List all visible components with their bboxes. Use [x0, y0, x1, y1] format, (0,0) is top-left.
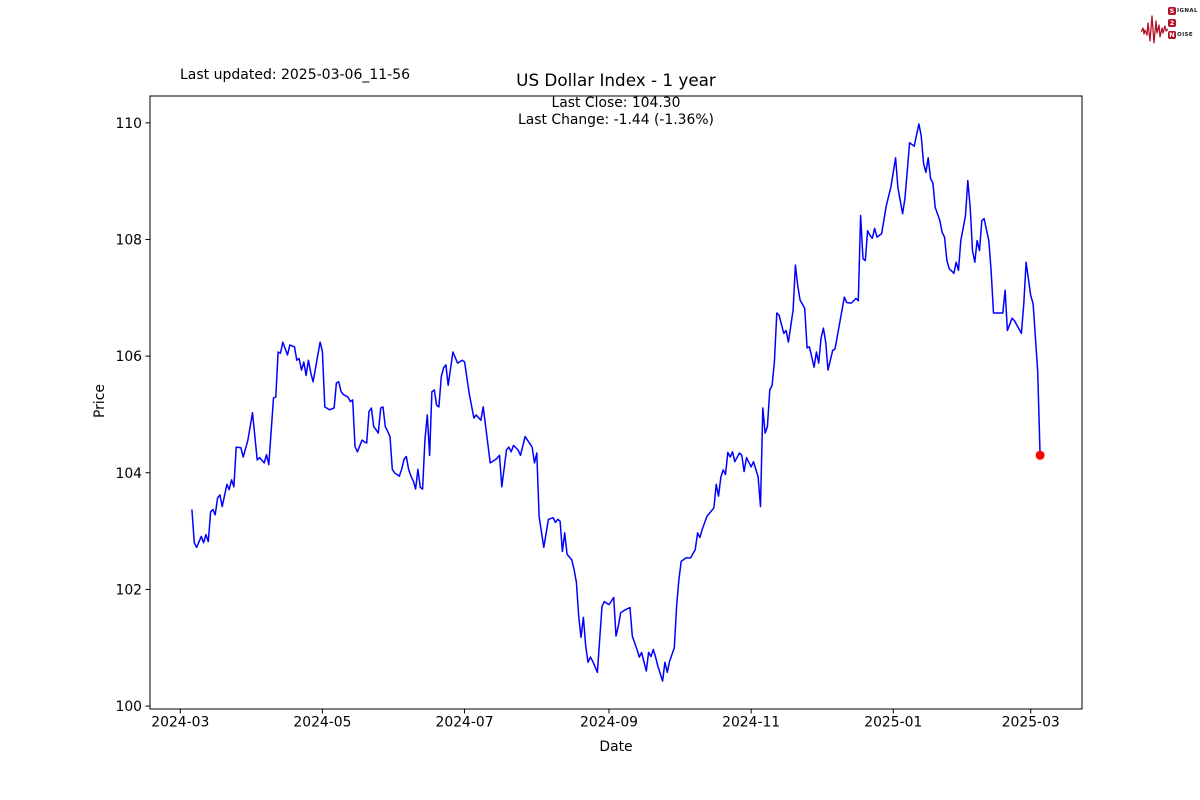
logo-row-2: 2 [1168, 19, 1198, 27]
last-close-text: Last Close: 104.30 [551, 95, 681, 111]
y-tick-label: 110 [115, 116, 142, 132]
y-tick-label: 104 [115, 466, 142, 482]
y-tick-label: 108 [115, 232, 142, 248]
x-tick-label: 2024-03 [151, 715, 209, 731]
logo-letter-2: 2 [1168, 19, 1176, 27]
logo-text: S IGNAL 2 N OISE [1168, 7, 1198, 43]
logo-letter-n: N [1168, 31, 1176, 39]
x-tick-label: 2025-01 [864, 715, 922, 731]
logo-letter-s: S [1168, 7, 1176, 15]
x-tick-label: 2024-09 [580, 715, 638, 731]
x-tick-label: 2024-05 [293, 715, 351, 731]
y-tick-label: 102 [115, 582, 142, 598]
last-change-text: Last Change: -1.44 (-1.36%) [518, 112, 714, 128]
logo-text-ignal: IGNAL [1177, 8, 1198, 14]
logo-waveform-icon [1141, 15, 1168, 44]
signal2noise-logo: S IGNAL 2 N OISE [1141, 4, 1198, 50]
price-line [191, 123, 1041, 682]
last-updated-text: Last updated: 2025-03-06_11-56 [180, 67, 411, 83]
chart-title: US Dollar Index - 1 year [516, 70, 716, 90]
x-tick-label: 2024-07 [436, 715, 494, 731]
logo-row-noise: N OISE [1168, 31, 1198, 39]
x-axis-label: Date [599, 739, 633, 755]
plot-border [149, 95, 1083, 710]
x-tick-label: 2024-11 [722, 715, 780, 731]
last-close-marker [1035, 450, 1045, 460]
logo-text-oise: OISE [1177, 32, 1194, 38]
y-tick-label: 100 [115, 699, 142, 715]
logo-row-signal: S IGNAL [1168, 7, 1198, 15]
x-tick-label: 2025-03 [1002, 715, 1060, 731]
chart-subtitle: Last Close: 104.30 Last Change: -1.44 (-… [518, 95, 714, 129]
y-tick-label: 106 [115, 349, 142, 365]
